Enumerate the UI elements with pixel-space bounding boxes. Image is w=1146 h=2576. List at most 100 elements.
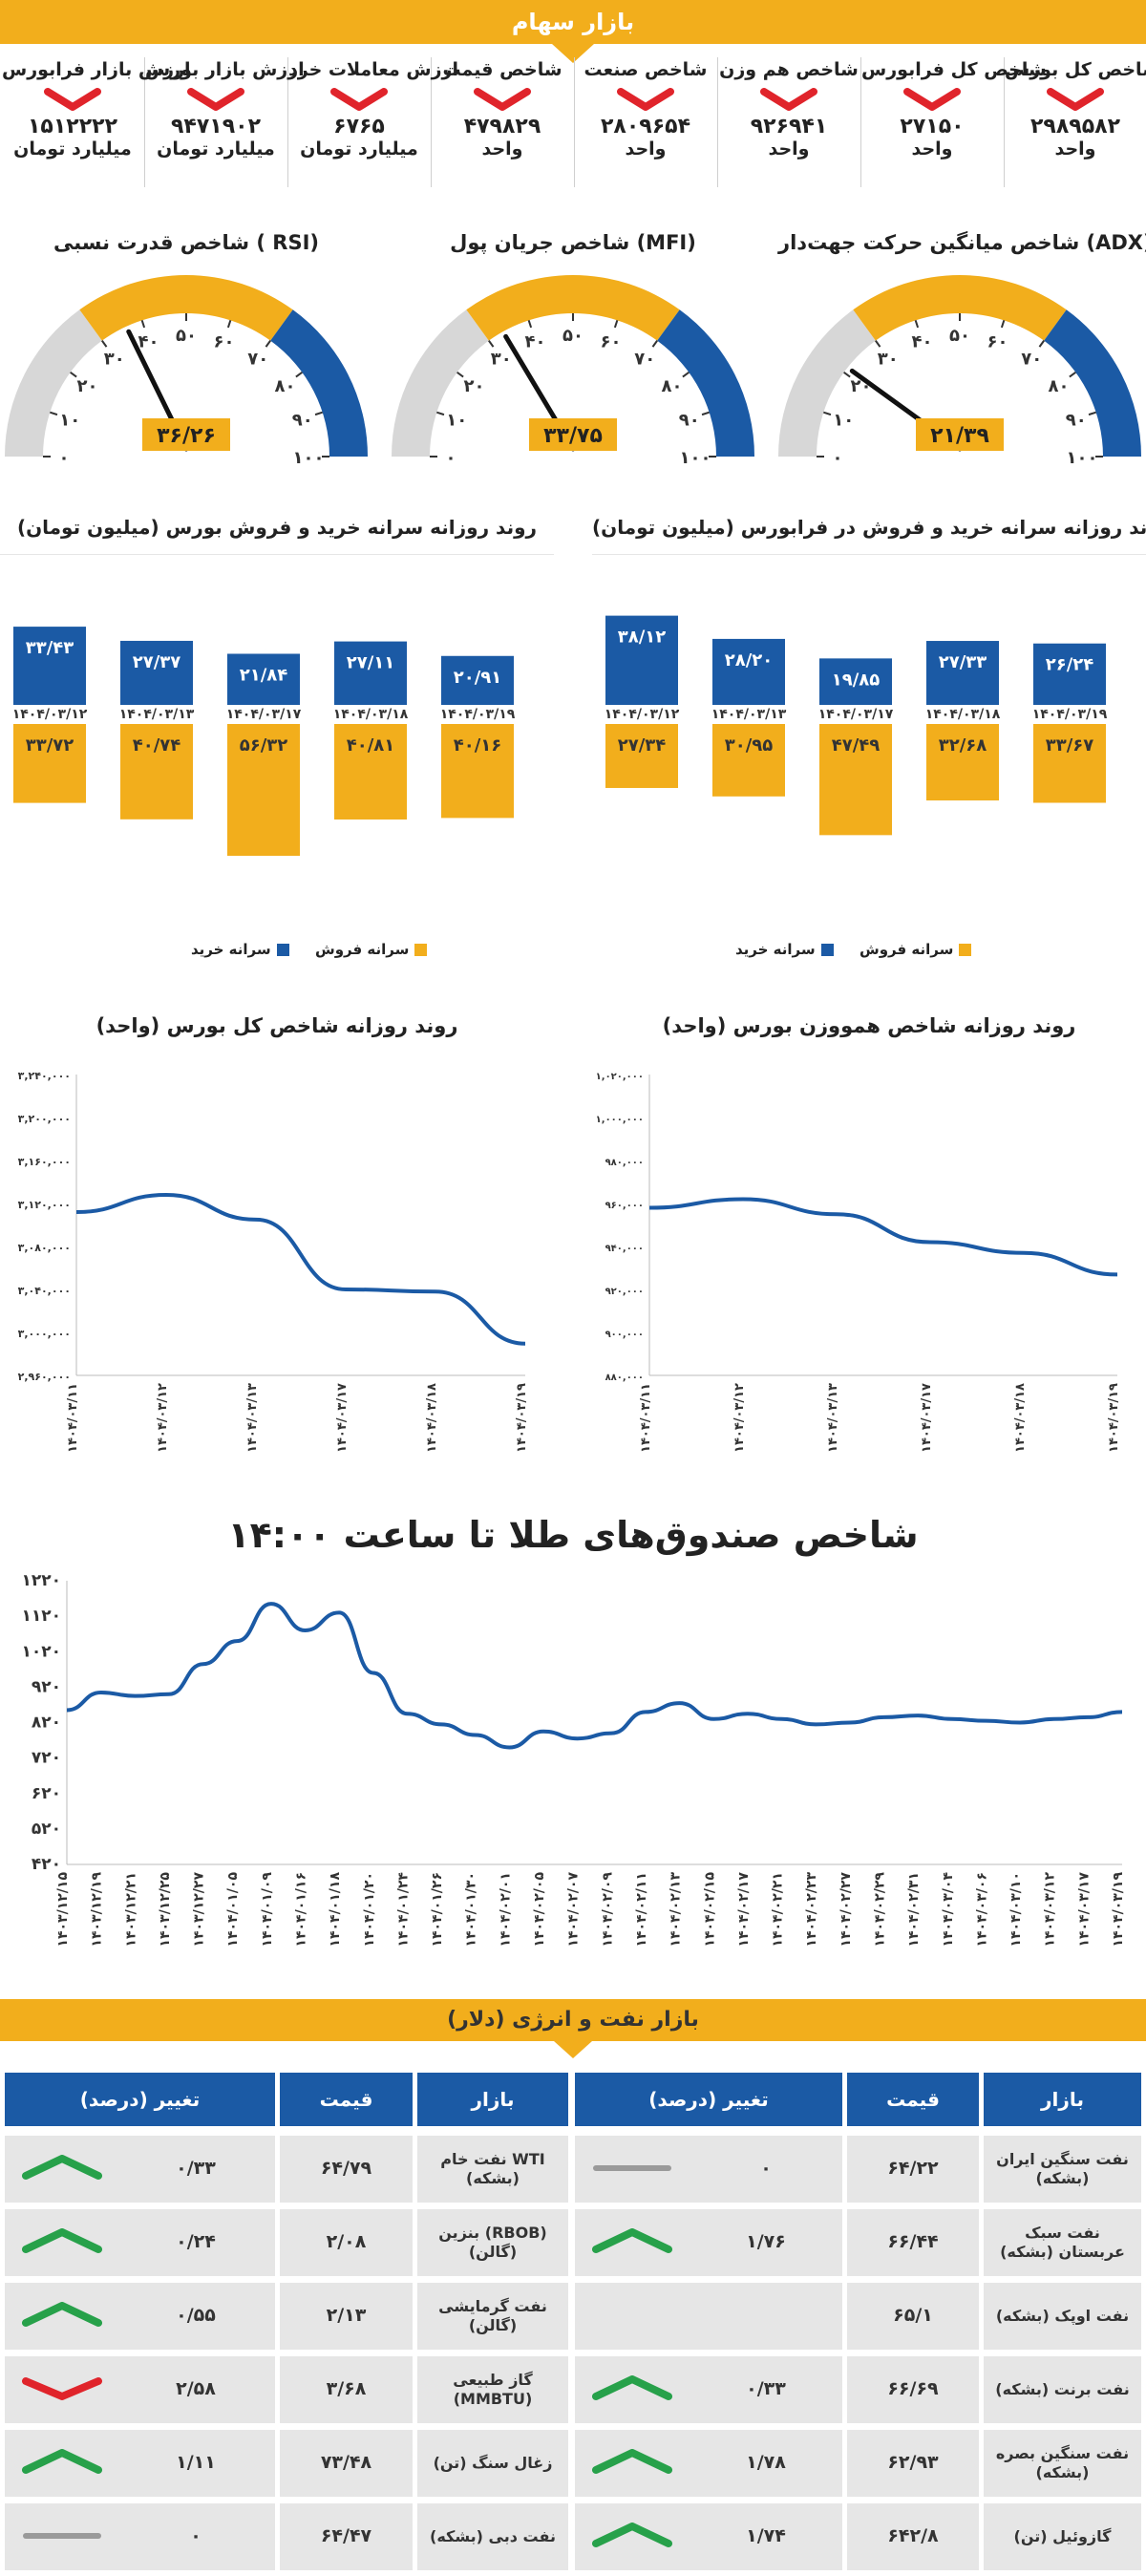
buy-bar	[605, 615, 678, 705]
chevron-up-icon	[22, 2228, 102, 2253]
y-tick-label: ۳,۱۶۰,۰۰۰	[18, 1156, 71, 1168]
buy-bar	[13, 627, 86, 705]
energy-price-value: ۶۴/۴۷	[320, 2525, 372, 2547]
gauge-tick-label: ۱۰۰	[293, 448, 325, 468]
energy-price: ۶۴/۴۷	[280, 2503, 413, 2570]
x-tick-label: ۱۴۰۴/۰۳/۱۱	[639, 1383, 653, 1453]
energy-market-label: نفت اوپک (بشکه)	[995, 2307, 1130, 2325]
sell-bar-label: ۴۰/۱۶	[454, 735, 502, 756]
x-tick-label: ۱۴۰۴/۰۳/۱۸	[1013, 1383, 1028, 1453]
x-tick-label: ۱۴۰۴/۰۳/۱۷	[1076, 1872, 1092, 1948]
x-tick-label: ۱۴۰۳/۱۲/۲۵	[158, 1872, 173, 1948]
gauge-tick	[456, 372, 464, 378]
gauge-tick	[823, 411, 832, 416]
sell-bar	[1033, 724, 1106, 803]
stat-unit: واحد	[911, 138, 953, 160]
gauge-value-box	[916, 418, 1004, 451]
stat-unit: واحد	[481, 138, 523, 160]
buy-bar-label: ۳۳/۴۳	[26, 638, 74, 658]
gauge-tick-label: ۹۰	[679, 410, 700, 430]
energy-change: ۰/۳۳	[575, 2356, 842, 2423]
energy-price: ۶۴/۲۲	[847, 2136, 979, 2203]
energy-market: زغال سنگ (تن)	[417, 2430, 568, 2497]
energy-market: گازوئیل (تن)	[984, 2503, 1141, 2570]
x-tick-label: ۱۴۰۴/۰۲/۰۵	[532, 1872, 547, 1948]
stat-title: شاخص کل فرابورس	[861, 59, 1047, 80]
sell-bar-label: ۴۰/۷۴	[133, 735, 181, 756]
legend-buy-label: سرانه خرید	[191, 941, 271, 958]
x-tick-label: ۱۴۰۴/۰۳/۱۸	[425, 1383, 439, 1453]
legend-sell-swatch	[959, 944, 972, 956]
stat-card: شاخص کل بورس ۲۹۸۹۵۸۲ واحد	[1005, 53, 1146, 189]
energy-market: نفت خام WTI (بشکه)	[417, 2136, 568, 2203]
x-tick-label: ۱۴۰۴/۰۱/۱۶	[294, 1872, 309, 1948]
gold-chart-title: شاخص صندوق‌های طلا تا ساعت ۱۴:۰۰	[227, 1514, 919, 1556]
gauge-tick	[651, 340, 658, 348]
stat-card: ارزش بازار بورس ۹۴۷۱۹۰۲ میلیارد تومان	[145, 53, 305, 189]
chevron-down-icon	[760, 88, 817, 111]
energy-market-label: بنزین (RBOB) (گالن)	[438, 2224, 547, 2261]
gauge-tick-label: ۱۰	[833, 410, 854, 430]
gauge-value-box	[529, 418, 617, 451]
gauge-tick-label: ۵۰	[949, 326, 970, 346]
x-tick-label: ۱۴۰۴/۰۳/۰۴	[941, 1872, 956, 1948]
stat-card: شاخص قیمت ۴۷۹۸۲۹ واحد	[432, 53, 573, 189]
stat-divider	[574, 57, 575, 187]
gauge-title: شاخص جریان پول (MFI)	[450, 231, 696, 254]
gauge-tick-label: ۲۰	[76, 376, 97, 396]
energy-change-value: ۲/۵۸	[176, 2378, 216, 2400]
gauge-tick	[488, 340, 495, 348]
gauge-tick-label: ۹۰	[292, 410, 313, 430]
gauge-tick	[295, 372, 303, 378]
x-tick-label: ۱۴۰۴/۰۳/۱۲	[732, 1383, 747, 1453]
x-tick-label: ۱۴۰۴/۰۲/۲۷	[838, 1872, 854, 1948]
stat-divider	[860, 57, 861, 187]
energy-price-value: ۶۴۲/۸	[887, 2525, 939, 2547]
gauge-tick	[682, 372, 690, 378]
bar-category-label: ۱۴۰۴/۰۳/۱۲	[12, 707, 88, 722]
gauge-tick-label: ۸۰	[1049, 376, 1070, 396]
energy-change-value: ۱/۷۴	[746, 2525, 786, 2547]
gauge-tick	[140, 320, 146, 329]
x-tick-label: ۱۴۰۴/۰۲/۱۷	[736, 1872, 752, 1948]
stat-title: ارزش معاملات خرد	[288, 59, 459, 80]
gauge-tick-label: ۵۰	[562, 326, 584, 346]
chevron-up-icon	[22, 2155, 102, 2180]
y-tick-label: ۳,۰۰۰,۰۰۰	[18, 1328, 71, 1340]
buy-bar	[441, 655, 514, 705]
gauge-tick	[527, 320, 533, 329]
gauge-tick	[1069, 372, 1076, 378]
energy-price: ۳/۶۸	[280, 2356, 413, 2423]
x-tick-label: ۱۴۰۳/۱۲/۱۵	[55, 1872, 71, 1948]
stat-card: شاخص کل فرابورس ۲۷۱۵۰ واحد	[861, 53, 1047, 189]
chevron-down-icon	[187, 88, 244, 111]
dash-icon	[593, 2165, 671, 2171]
chevron-down-icon	[617, 88, 674, 111]
gauge-tick-label: ۸۰	[662, 376, 683, 396]
x-tick-label: ۱۴۰۴/۰۳/۱۲	[1043, 1872, 1058, 1948]
y-tick-label: ۳,۲۰۰,۰۰۰	[18, 1113, 71, 1125]
energy-change-value: ۱/۷۸	[746, 2452, 786, 2474]
energy-change-value: ۰/۳۳	[746, 2378, 786, 2400]
stat-title: شاخص هم وزن	[719, 59, 859, 80]
y-tick-label: ۹۶۰,۰۰۰	[605, 1201, 644, 1211]
bar-category-label: ۱۴۰۴/۰۳/۱۸	[925, 707, 1001, 722]
energy-price: ۶۶/۴۴	[847, 2209, 979, 2276]
gauge-zone-high	[270, 309, 368, 457]
gauge-tick-label: ۵۰	[176, 326, 197, 346]
y-tick-label: ۹۲۰	[32, 1677, 61, 1696]
energy-market: نفت برنت (بشکه)	[984, 2356, 1141, 2423]
gauge-tick	[613, 320, 619, 329]
gauge-zone-low	[778, 309, 876, 457]
x-tick-label: ۱۴۰۳/۱۲/۱۹	[90, 1872, 105, 1948]
gauge-zone-low	[392, 309, 489, 457]
buy-bar-label: ۲۷/۳۳	[939, 652, 987, 672]
gauge-tick-label: ۶۰	[214, 331, 235, 351]
y-tick-label: ۹۸۰,۰۰۰	[605, 1158, 644, 1168]
series-line	[66, 1602, 1123, 1750]
sell-bar-label: ۵۶/۳۲	[240, 735, 288, 756]
chevron-down-icon	[44, 88, 101, 111]
energy-header-bar	[0, 1999, 1146, 2041]
energy-price-value: ۲/۱۳	[326, 2305, 367, 2327]
gauge-tick	[70, 372, 77, 378]
